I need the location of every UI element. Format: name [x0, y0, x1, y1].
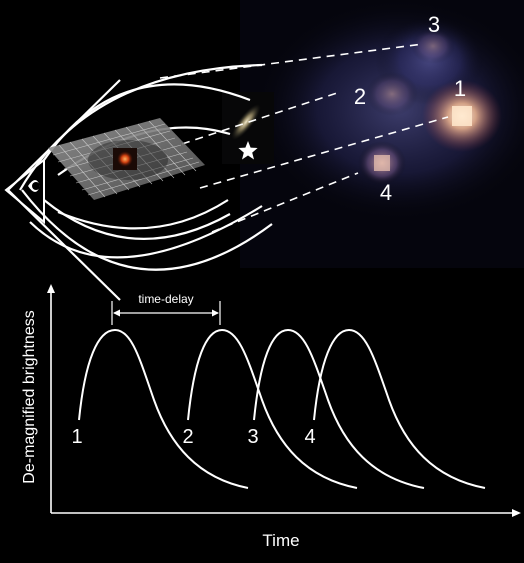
- light-curve-chart: De-magnified brightness Time time-delay …: [21, 284, 521, 550]
- time-delay-marker: [111, 301, 221, 325]
- image-label-1: 1: [454, 76, 466, 101]
- eye-icon: [28, 180, 40, 192]
- y-axis-label: De-magnified brightness: [21, 310, 38, 483]
- light-curve-1: [78, 328, 249, 489]
- x-axis-label: Time: [262, 531, 299, 550]
- light-curve-3: [253, 328, 425, 489]
- curve-label-3: 3: [247, 426, 258, 448]
- curve-label-4: 4: [304, 426, 315, 448]
- x-axis-arrow: [512, 509, 521, 517]
- quasar-image-3: [411, 28, 455, 64]
- quasar-image-1: [422, 80, 502, 152]
- image-label-4: 4: [380, 180, 392, 205]
- eye-bracket: [4, 157, 45, 225]
- light-curve-4: [313, 328, 486, 489]
- light-curve-2: [187, 328, 358, 489]
- curve-label-1: 1: [71, 426, 82, 448]
- image-label-2: 2: [354, 84, 366, 109]
- star-icon: [238, 141, 258, 160]
- light-paths: [7, 63, 273, 301]
- image-label-3: 3: [428, 12, 440, 37]
- time-delay-label: time-delay: [138, 292, 193, 306]
- spacetime-sheet: [48, 118, 205, 200]
- light-curves: [78, 328, 486, 489]
- quasar-image: [240, 0, 524, 268]
- y-axis-arrow: [47, 284, 55, 293]
- curve-label-2: 2: [182, 426, 193, 448]
- axes: [50, 290, 516, 514]
- quasar-image-4: [358, 141, 406, 185]
- quasar-image-2: [366, 72, 418, 116]
- sightlines: [159, 43, 449, 233]
- lensing-scene: 1 2 3 4: [4, 0, 524, 301]
